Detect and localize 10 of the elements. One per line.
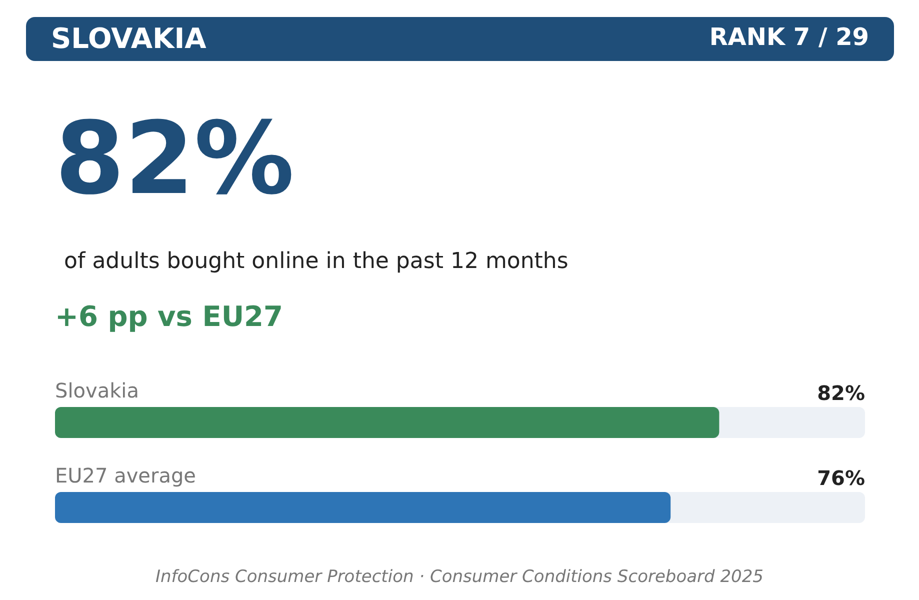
y-tick-label: EU27 average [55, 464, 196, 488]
y-tick-label: Slovakia [55, 378, 139, 402]
data-label: 82% [817, 381, 865, 405]
data-label: 76% [817, 466, 865, 490]
text: 82% [55, 100, 294, 217]
chart-title: SLOVAKIA [51, 22, 206, 55]
text: InfoCons Consumer Protection · Consumer Conditions Scoreboard 2025 [154, 567, 764, 587]
text: of adults bought online in the past 12 months [64, 249, 568, 274]
chart-subtitle: RANK 7 / 29 [709, 23, 869, 51]
text: +6 pp vs EU27 [55, 300, 284, 333]
